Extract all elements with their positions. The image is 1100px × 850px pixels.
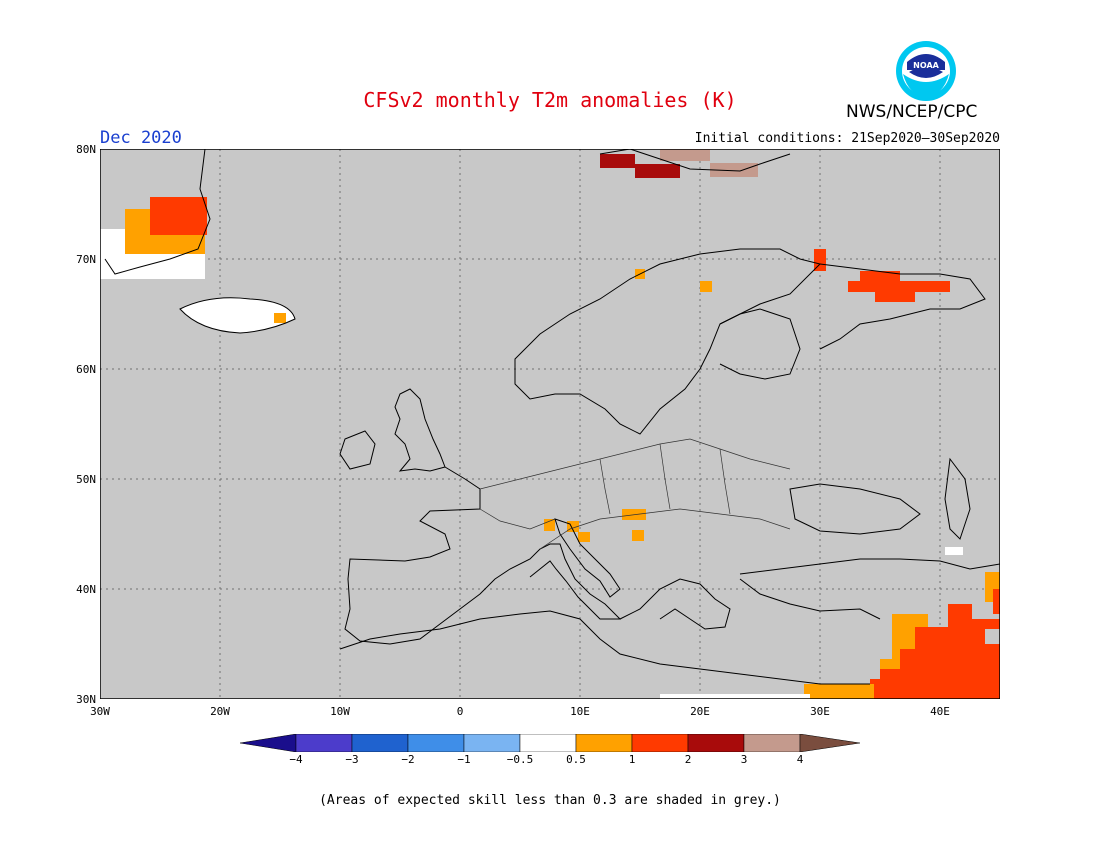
- svg-text:NOAA: NOAA: [913, 61, 939, 70]
- anomaly-map: [100, 149, 1000, 699]
- colorbar-segment-3: [407, 734, 465, 752]
- agency-label: NWS/NCEP/CPC: [846, 102, 978, 122]
- colorbar-label-5: 0.5: [566, 753, 586, 766]
- lon-label-20w: 20W: [210, 705, 230, 718]
- lat-label-60n: 60N: [76, 363, 96, 376]
- colorbar-segment-10: [799, 734, 860, 752]
- map-background: [100, 149, 1000, 699]
- colorbar: [240, 734, 860, 752]
- anomaly-kola: [848, 271, 950, 302]
- map-gridlines: [100, 149, 1000, 699]
- lon-label-30e: 30E: [810, 705, 830, 718]
- forecast-month: Dec 2020: [100, 128, 182, 148]
- skill-footnote: (Areas of expected skill less than 0.3 a…: [319, 793, 781, 808]
- colorbar-label-0: −4: [289, 753, 303, 766]
- anomaly-middle-east: [804, 547, 1000, 699]
- lon-label-10e: 10E: [570, 705, 590, 718]
- lon-label-10w: 10W: [330, 705, 350, 718]
- colorbar-segment-4: [463, 734, 521, 752]
- colorbar-label-8: 3: [740, 753, 748, 766]
- lat-label-50n: 50N: [76, 473, 96, 486]
- anomaly-iceland: [180, 297, 295, 333]
- lat-label-80n: 80N: [76, 143, 96, 156]
- colorbar-label-4: −0.5: [506, 753, 534, 766]
- colorbar-segment-9: [743, 734, 801, 752]
- lat-label-30n: 30N: [76, 693, 96, 706]
- colorbar-segment-6: [575, 734, 633, 752]
- anomaly-svalbard: [600, 149, 758, 178]
- colorbar-segment-1: [295, 734, 353, 752]
- coastlines: [104, 149, 1000, 685]
- lat-label-70n: 70N: [76, 253, 96, 266]
- lat-label-40n: 40N: [76, 583, 96, 596]
- colorbar-label-2: −2: [401, 753, 415, 766]
- colorbar-segment-7: [631, 734, 689, 752]
- colorbar-label-6: 1: [628, 753, 636, 766]
- colorbar-label-7: 2: [684, 753, 692, 766]
- initial-conditions: Initial conditions: 21Sep2020–30Sep2020: [694, 131, 1000, 146]
- lon-label-20e: 20E: [690, 705, 710, 718]
- colorbar-label-1: −3: [345, 753, 359, 766]
- noaa-logo: NOAA: [896, 41, 956, 101]
- lon-label-0: 0: [456, 705, 464, 718]
- colorbar-segment-8: [687, 734, 745, 752]
- colorbar-segment-0: [240, 734, 297, 752]
- anomaly-greenland: [100, 197, 207, 279]
- colorbar-label-3: −1: [457, 753, 471, 766]
- colorbar-segment-2: [351, 734, 409, 752]
- colorbar-label-9: 4: [796, 753, 804, 766]
- lon-label-40e: 40E: [930, 705, 950, 718]
- lon-label-30w: 30W: [90, 705, 110, 718]
- colorbar-segment-5: [519, 734, 577, 752]
- map-title: CFSv2 monthly T2m anomalies (K): [363, 88, 737, 112]
